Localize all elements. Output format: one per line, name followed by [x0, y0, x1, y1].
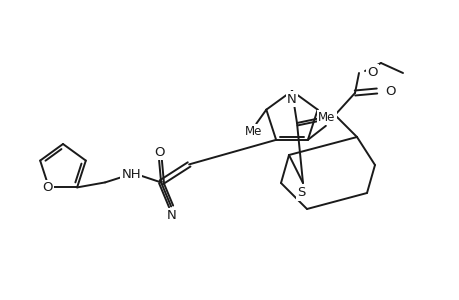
Text: N: N	[167, 209, 177, 222]
Text: N: N	[286, 92, 296, 106]
Text: O: O	[366, 65, 377, 79]
Text: S: S	[296, 187, 304, 200]
Text: O: O	[43, 181, 53, 194]
Text: O: O	[153, 146, 164, 159]
Text: O: O	[384, 85, 395, 98]
Text: Me: Me	[244, 125, 262, 138]
Text: Me: Me	[318, 111, 335, 124]
Text: NH: NH	[121, 168, 140, 181]
